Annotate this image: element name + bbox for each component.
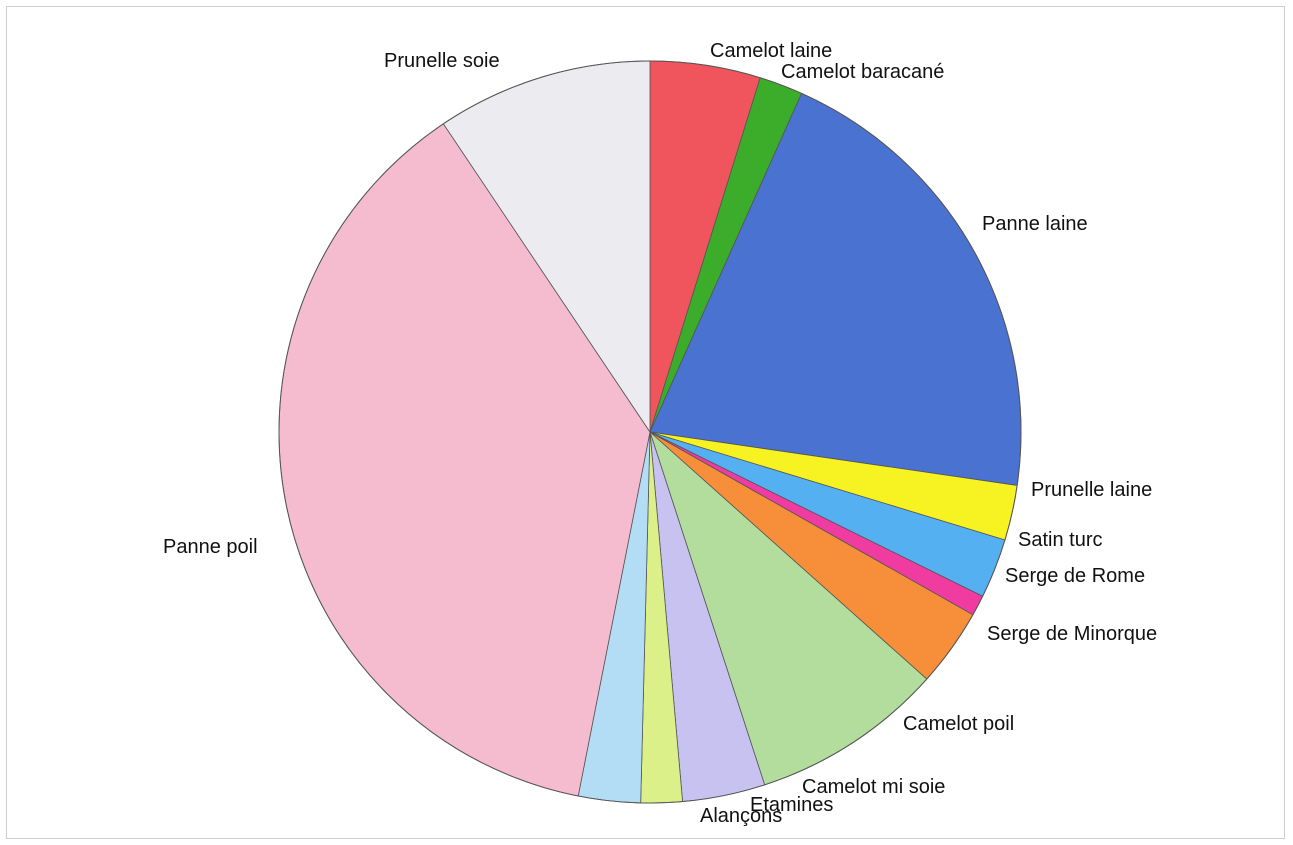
slice-label-serge-de-rome: Serge de Rome xyxy=(1005,565,1145,587)
slice-label-serge-de-minorque: Serge de Minorque xyxy=(987,623,1157,645)
slice-label-camelot-laine: Camelot laine xyxy=(710,40,832,62)
slice-label-panne-laine: Panne laine xyxy=(982,213,1088,235)
pie-slices xyxy=(278,60,1022,804)
pie-outline xyxy=(278,60,1022,804)
slice-label-camelot-baracane: Camelot baracané xyxy=(781,61,944,83)
slice-label-camelot-mi-soie: Camelot mi soie xyxy=(802,776,945,798)
slice-label-prunelle-soie: Prunelle soie xyxy=(384,50,500,72)
slice-label-alancons: Alançons xyxy=(700,805,782,827)
slice-label-panne-poil: Panne poil xyxy=(163,536,258,558)
slice-label-camelot-poil: Camelot poil xyxy=(903,713,1014,735)
slice-label-satin-turc: Satin turc xyxy=(1018,529,1102,551)
slice-label-prunelle-laine: Prunelle laine xyxy=(1031,479,1152,501)
slice-label-etamines: Etamines xyxy=(750,794,833,816)
